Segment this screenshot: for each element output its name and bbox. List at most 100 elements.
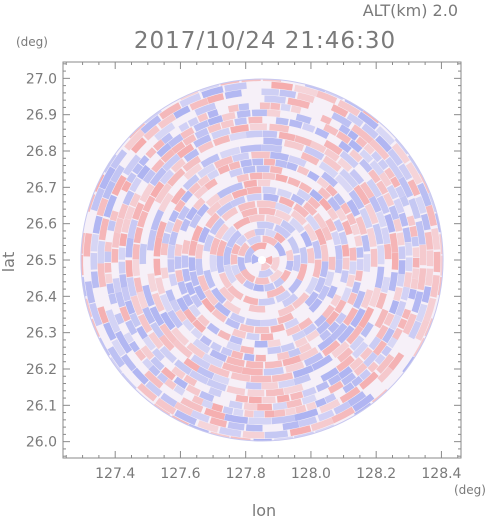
sweep-cell [396,232,405,246]
sweep-cell [419,244,427,266]
sweep-cell [327,321,340,334]
sweep-cell [167,309,183,329]
sweep-cell [203,269,216,289]
sweep-cell [191,225,203,242]
sweep-cell [294,431,314,439]
sweep-cell [264,95,286,104]
sweep-cell [185,281,196,296]
sweep-cell [417,268,427,291]
sweep-cell [299,246,308,264]
sweep-cell [405,242,413,256]
sweep-cell [200,153,220,168]
sweep-cell [307,170,320,182]
sweep-cell [249,172,263,180]
y-tick-label: 26.9 [26,108,57,124]
sweep-cell [390,176,401,188]
sweep-cell [188,240,198,256]
sweep-cell [240,144,262,153]
sweep-cell [375,126,395,146]
sweep-cell [220,119,235,129]
sweep-cell [177,205,190,221]
sweep-cell [245,424,263,432]
sweep-cell [275,117,289,126]
sweep-cell [152,348,165,362]
sweep-cell [198,226,211,244]
sweep-cell [282,293,299,308]
sweep-cell [216,201,234,217]
sweep-cell [325,90,344,100]
sweep-cell [330,104,349,118]
sweep-cell [151,159,165,173]
sweep-cell [431,228,441,250]
sweep-cell [270,323,285,333]
sweep-cell [214,301,231,317]
sweep-cell [211,127,231,140]
sweep-cell [302,323,317,336]
sweep-cell [153,403,171,416]
sweep-cell [248,304,266,313]
sweep-cell [314,276,326,293]
sweep-cell [339,168,359,189]
sweep-cell [179,93,202,108]
sweep-cell [246,235,261,246]
sweep-cell [359,207,373,229]
sweep-cell [297,92,315,103]
sweep-cell [274,436,294,441]
sweep-cell [327,207,339,221]
sweep-cell [217,329,231,341]
sweep-cell [228,161,241,171]
sweep-cell [312,240,322,259]
sweep-cell [236,110,251,119]
sweep-cell [266,285,286,299]
sweep-cell [304,145,325,161]
sweep-cell [124,205,136,220]
sweep-cell [274,202,293,215]
sweep-cell [183,357,200,372]
sweep-cell [301,394,317,405]
sweep-cell [328,256,336,271]
sweep-cell [243,279,255,290]
sweep-cell [303,223,318,242]
sweep-cell [192,319,207,333]
x-tick-label: 128.2 [356,466,396,482]
sweep-cell [90,252,98,270]
sweep-cell [244,410,254,418]
sweep-cell [265,255,273,265]
sweep-cell [274,409,286,417]
sweep-cell [240,268,256,283]
sweep-cell [193,185,209,200]
sweep-cell [210,341,222,352]
sweep-cell [270,102,281,110]
sweep-cell [193,120,210,132]
sweep-cell [347,292,358,306]
sweep-cell [208,364,230,378]
sweep-cell [199,390,215,402]
sweep-cell [114,217,124,234]
sweep-cell [217,164,230,175]
sweep-cell [206,201,222,217]
sweep-cell [144,110,162,124]
sweep-cell [285,407,297,416]
sweep-cell [368,169,381,184]
sweep-cell [355,216,368,235]
sweep-cell [304,291,319,307]
sweep-cell [392,327,403,340]
sweep-cell [150,322,164,339]
sweep-cell [363,351,378,368]
x-tick-label: 127.8 [226,466,266,482]
sweep-cell [153,139,165,151]
sweep-cell [331,112,352,128]
sweep-cell [151,292,165,313]
sweep-cell [270,256,280,272]
sweep-cell [155,277,166,295]
sweep-cell [203,234,215,252]
sweep-cell [107,220,116,232]
sweep-cell [231,264,241,276]
sweep-cell [334,244,343,260]
sweep-cell [295,113,312,125]
sweep-cell [161,132,174,145]
sweep-cell [102,180,116,200]
sweep-cell [246,193,262,202]
sweep-cell [157,113,177,129]
sweep-cell [267,346,282,355]
